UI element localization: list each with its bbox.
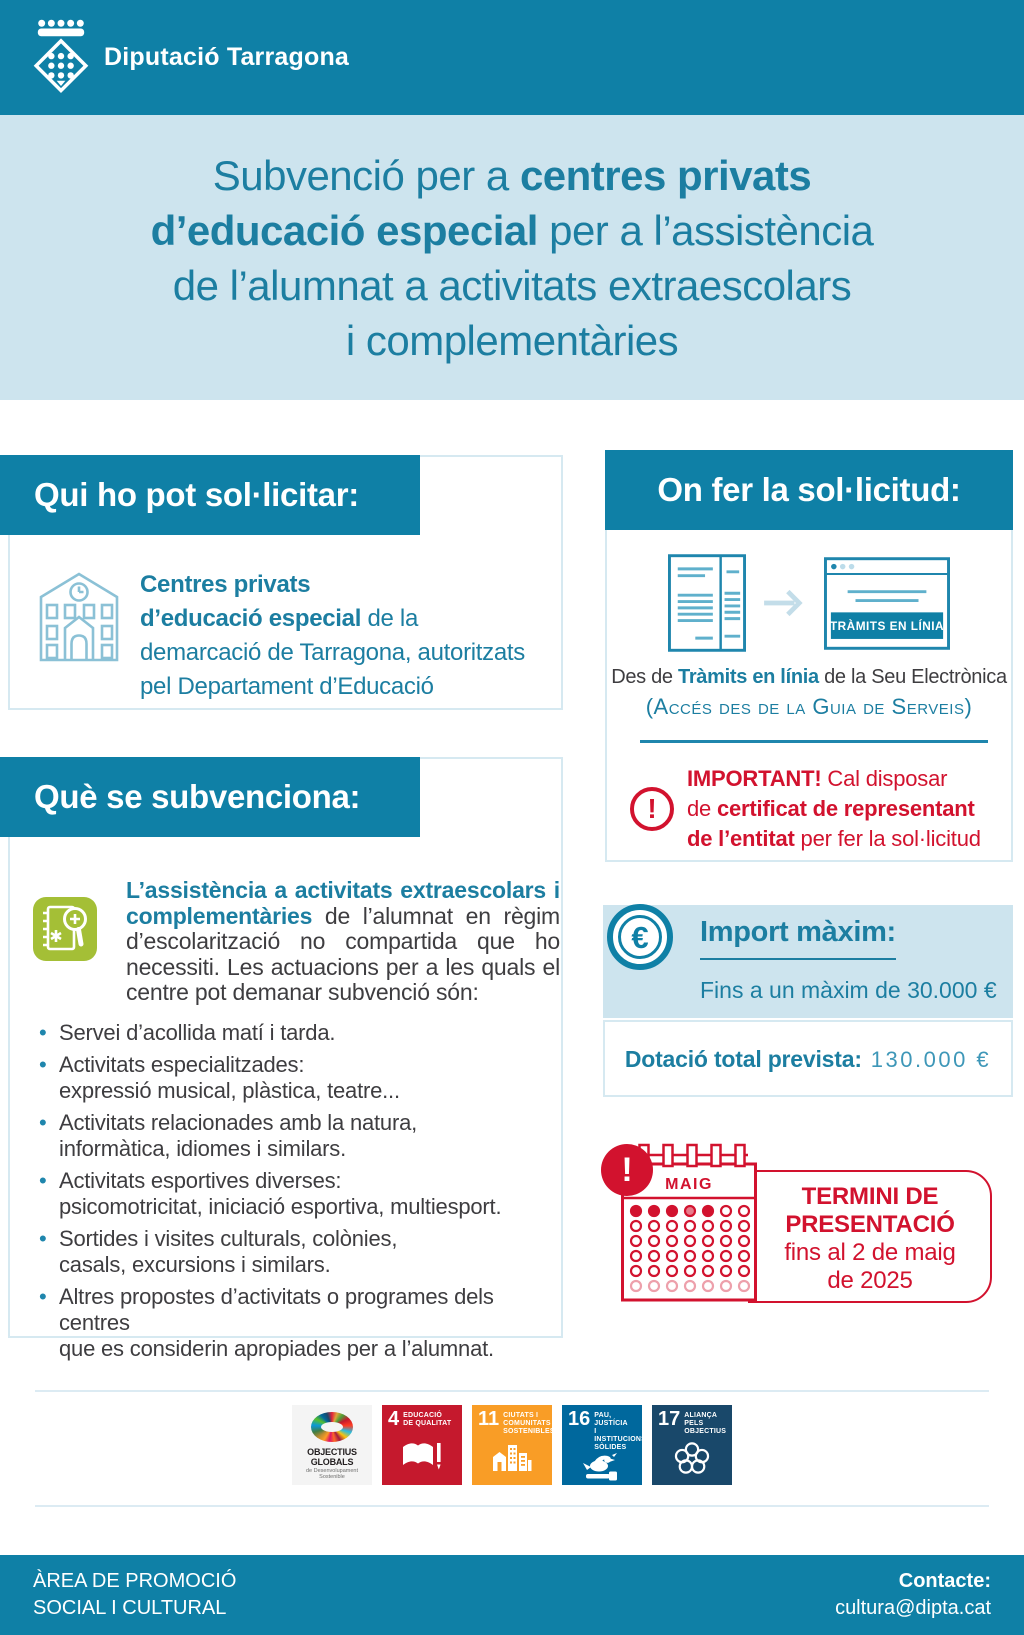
important-text: IMPORTANT! Cal disposar de certificat de… — [687, 766, 981, 851]
on-description: Des de Tràmits en línia de la Seu Electr… — [611, 666, 1007, 688]
divider — [640, 740, 988, 743]
on-heading-band: On fer la sol·licitud: — [605, 450, 1013, 530]
list-item: Servei d’acollida matí i tarda. — [34, 1020, 552, 1046]
brand-name: Diputació Tarragona — [104, 43, 350, 71]
list-item: Activitats esportives diverses: psicomot… — [34, 1168, 552, 1220]
qui-description: Centres privats d’educació especial de l… — [140, 571, 525, 700]
contact-email: cultura@dipta.cat — [835, 1597, 991, 1619]
deadline-bubble: TERMINI DE PRESENTACIÓ fins al 2 de maig… — [748, 1170, 992, 1303]
euro-coin-icon: € — [607, 904, 673, 970]
list-item: Altres propostes d’activitats o programe… — [34, 1284, 552, 1362]
footer-contact: Contacte: cultura@dipta.cat — [835, 1568, 991, 1622]
school-building-icon — [39, 572, 119, 662]
title-line: de l’alumnat a activitats extraescolars — [172, 261, 852, 309]
arrow-right-icon — [764, 589, 803, 617]
subsidised-activities-list: Servei d’acollida matí i tarda. Activita… — [34, 1020, 552, 1368]
footer: ÀREA DE PROMOCIÓ SOCIAL I CULTURAL Conta… — [0, 1555, 1024, 1635]
sdg-global-goals-logo: OBJECTIUS GLOBALS de Desenvolupament Sos… — [292, 1405, 372, 1485]
contact-label: Contacte: — [898, 1570, 991, 1592]
deadline-title: TERMINI DE — [801, 1183, 939, 1210]
footer-area-line: SOCIAL I CULTURAL — [33, 1597, 227, 1619]
qui-heading-band: Qui ho pot sol·licitar: — [0, 455, 420, 535]
footer-area-line: ÀREA DE PROMOCIÓ — [33, 1570, 237, 1592]
sdg-wheel-icon — [311, 1412, 353, 1442]
procedure-illustration: TRÀMITS EN LÍNIA — [605, 552, 1013, 654]
list-item: Activitats especialitzades: expressió mu… — [34, 1052, 552, 1104]
document-icon — [668, 554, 746, 652]
sdg-global-title: OBJECTIUS GLOBALS — [307, 1447, 357, 1467]
divider — [35, 1505, 989, 1507]
notebook-magnifier-icon — [33, 897, 97, 961]
deadline-title: PRESENTACIÓ — [785, 1211, 955, 1238]
main-title-band: Subvenció per a centres privats d’educac… — [0, 115, 1024, 400]
section-heading: Qui ho pot sol·licitar: — [34, 476, 359, 513]
sdg-tile-4: 4 EDUCACIÓ DE QUALITAT — [382, 1405, 462, 1485]
list-item: Activitats relacionades amb la natura, i… — [34, 1110, 552, 1162]
tramits-en-linia-label: TRÀMITS EN LÍNIA — [830, 619, 944, 633]
city-buildings-icon — [493, 1445, 532, 1471]
sdg-logos-row: OBJECTIUS GLOBALS de Desenvolupament Sos… — [292, 1405, 732, 1485]
que-heading-band: Què se subvenciona: — [0, 757, 420, 837]
important-note: ! IMPORTANT! Cal disposar de certificat … — [630, 764, 981, 854]
sdg-tile-17: 17 ALIANÇA PELS OBJECTIUS — [652, 1405, 732, 1485]
dotacio-label: Dotació total prevista: — [624, 1046, 862, 1072]
que-intro: L’assistència a activitats extraescolars… — [126, 877, 560, 1005]
dove-gavel-icon — [583, 1453, 617, 1481]
title-line: i complementàries — [345, 316, 679, 364]
title-line: Subvenció per a centres privats — [212, 151, 812, 199]
footer-area: ÀREA DE PROMOCIÓ SOCIAL I CULTURAL — [33, 1568, 236, 1622]
calendar-month-label: MAIG — [665, 1176, 713, 1193]
dotacio-value: 130.000 € — [870, 1047, 992, 1072]
book-pencil-icon — [403, 1442, 441, 1469]
list-item: Sortides i visites culturals, colònies, … — [34, 1226, 552, 1278]
sdg-global-subtitle: de Desenvolupament Sostenible — [306, 1468, 358, 1480]
section-heading: Què se subvenciona: — [34, 778, 361, 815]
interlocking-rings-icon — [674, 1442, 710, 1474]
section-heading: On fer la sol·licitud: — [657, 471, 961, 508]
top-header: Diputació Tarragona — [0, 0, 1024, 115]
euro-symbol: € — [631, 920, 648, 955]
deadline-date: fins al 2 de maig — [784, 1239, 956, 1266]
import-maxim-title: Import màxim: — [700, 916, 896, 960]
alert-circle-icon: ! — [630, 787, 674, 831]
sdg-tile-16: 16 PAU, JUSTÍCIA I INSTITUCIONS SÒLIDES — [562, 1405, 646, 1485]
dotacio-box: Dotació total prevista: 130.000 € — [603, 1020, 1013, 1097]
divider — [35, 1390, 989, 1392]
alert-badge-icon: ! — [601, 1144, 653, 1196]
import-maxim-box — [603, 905, 1013, 1018]
deadline-date: de 2025 — [827, 1267, 913, 1294]
diputacio-tarragona-logo-icon — [33, 19, 89, 93]
import-maxim-amount: Fins a un màxim de 30.000 € — [700, 977, 997, 1003]
title-line: d’educació especial per a l’assistència — [150, 206, 874, 254]
browser-window-icon: TRÀMITS EN LÍNIA — [824, 556, 950, 650]
on-access-note: (Accés des de la Guia de Serveis) — [645, 694, 973, 719]
sdg-tile-11: 11 CIUTATS I COMUNITATS SOSTENIBLES — [472, 1405, 555, 1485]
